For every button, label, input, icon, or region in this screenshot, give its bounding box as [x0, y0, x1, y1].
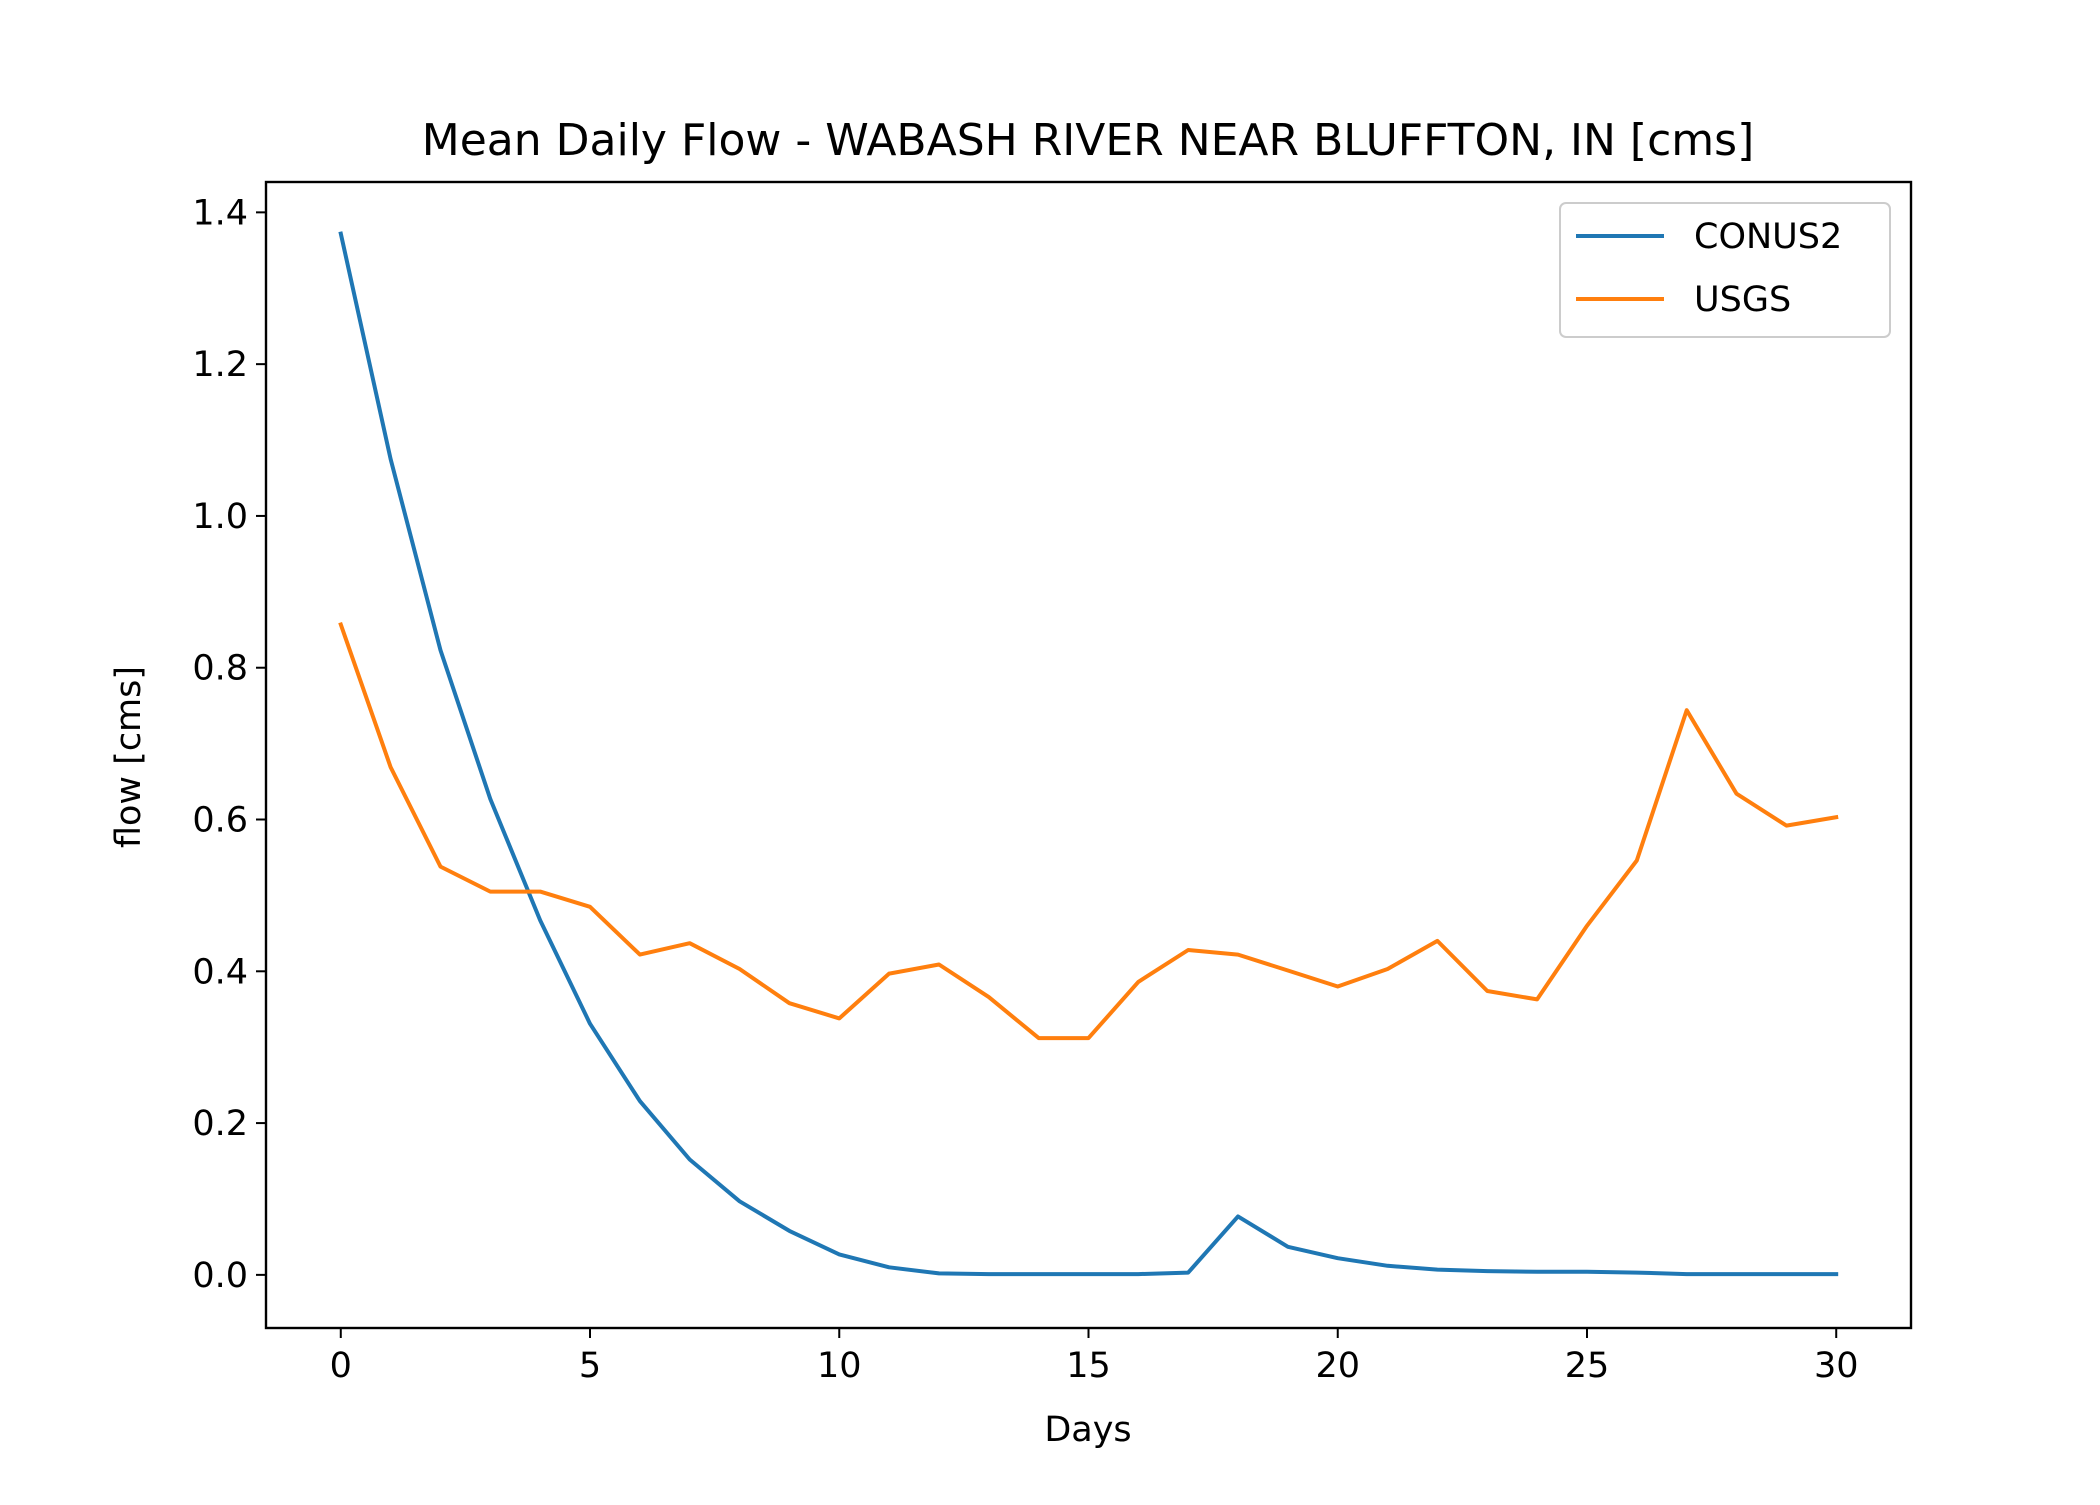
- y-tick-label: 0.2: [192, 1104, 248, 1144]
- series-line-conus2: [338, 231, 1839, 1277]
- x-tick-label: 30: [1814, 1346, 1859, 1386]
- x-tick-label: 10: [817, 1346, 862, 1386]
- y-tick-label: 1.2: [192, 345, 248, 385]
- axis-ticks: 0 5 10 15 20 25 30 0.0 0.2 0.4 0.6 0.8 1.0 1.2 1.4: [192, 193, 1858, 1386]
- x-tick-label: 15: [1066, 1346, 1111, 1386]
- x-tick-label: 5: [579, 1346, 601, 1386]
- chart-title: Mean Daily Flow - WABASH RIVER NEAR BLUF…: [422, 115, 1754, 166]
- legend-label-usgs: USGS: [1694, 280, 1791, 320]
- x-tick-label: 20: [1315, 1346, 1360, 1386]
- series-lines: [338, 231, 1839, 1277]
- y-tick-label: 0.8: [192, 649, 248, 689]
- plot-frame: [264, 180, 1913, 1330]
- x-tick-label: 25: [1565, 1346, 1610, 1386]
- y-tick-label: 1.0: [192, 497, 248, 537]
- x-tick-label: 0: [330, 1346, 352, 1386]
- x-axis-label: Days: [1044, 1410, 1131, 1450]
- legend: CONUS2 USGS: [1559, 202, 1891, 338]
- legend-label-conus2: CONUS2: [1694, 217, 1842, 257]
- y-axis-label: flow [cms]: [109, 666, 149, 848]
- y-tick-label: 0.4: [192, 952, 248, 992]
- y-tick-label: 0.6: [192, 801, 248, 841]
- y-tick-label: 1.4: [192, 193, 248, 233]
- series-line-usgs: [338, 621, 1839, 1041]
- y-tick-label: 0.0: [192, 1256, 248, 1296]
